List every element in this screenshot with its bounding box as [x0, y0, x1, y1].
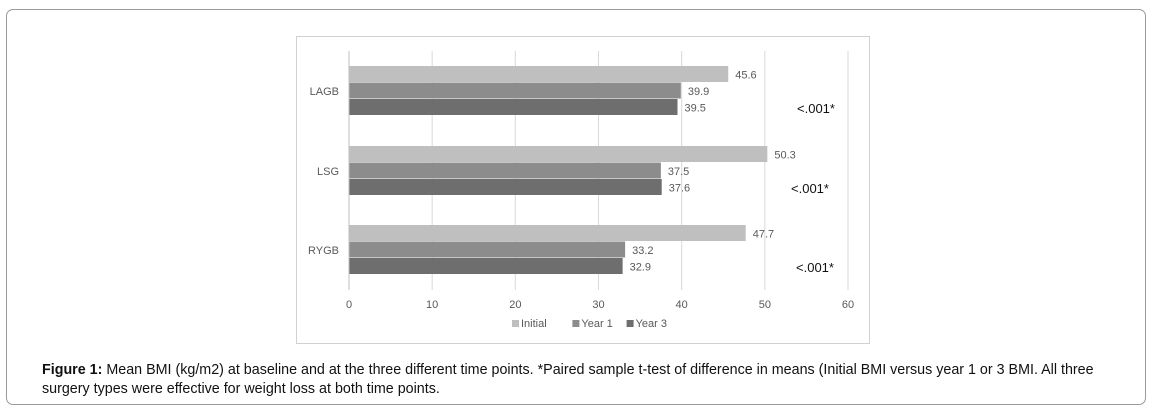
legend-label: Initial — [521, 318, 547, 330]
significance-annotation: <.001* — [797, 101, 835, 116]
data-label: 37.5 — [668, 166, 689, 178]
bar — [349, 241, 626, 258]
data-label: 47.7 — [753, 228, 774, 240]
x-tick-label: 50 — [759, 299, 771, 311]
caption-label: Figure 1: — [42, 362, 103, 378]
data-label: 32.9 — [630, 261, 651, 273]
x-tick-label: 30 — [592, 299, 604, 311]
data-label: 39.5 — [685, 102, 706, 114]
legend-swatch — [626, 320, 634, 327]
x-tick-label: 10 — [426, 299, 438, 311]
figure-caption: Figure 1: Mean BMI (kg/m2) at baseline a… — [42, 361, 1132, 399]
x-tick-label: 0 — [346, 299, 352, 311]
bar — [349, 82, 681, 99]
bar-chart: 45.6 39.9 39.5 LAGB <.001* 50.3 37.5 37.6 LSG <.0… — [308, 51, 854, 330]
data-label: 33.2 — [632, 245, 653, 257]
bar — [349, 179, 662, 195]
data-label: 45.6 — [735, 69, 756, 81]
significance-annotation: <.001* — [791, 181, 829, 196]
data-label: 39.9 — [688, 86, 709, 98]
figure-frame: 45.6 39.9 39.5 LAGB <.001* 50.3 37.5 37.6 LSG <.0… — [6, 9, 1146, 405]
x-tick-label: 20 — [509, 299, 521, 311]
bar — [349, 99, 678, 115]
significance-annotation: <.001* — [796, 260, 834, 275]
category-label: LAGB — [310, 86, 339, 98]
x-tick-label: 40 — [676, 299, 688, 311]
legend-label: Year 1 — [581, 318, 612, 330]
chart-box: 45.6 39.9 39.5 LAGB <.001* 50.3 37.5 37.6 LSG <.0… — [296, 36, 870, 344]
data-label: 37.6 — [669, 182, 690, 194]
category-label: LSG — [317, 166, 339, 178]
legend-label: Year 3 — [636, 318, 667, 330]
caption-text: Mean BMI (kg/m2) at baseline and at the … — [42, 362, 1094, 397]
bar — [349, 258, 623, 274]
bar — [349, 66, 729, 82]
legend-swatch — [512, 320, 519, 327]
bar — [349, 225, 746, 241]
legend-swatch — [572, 320, 580, 327]
x-tick-label: 60 — [842, 299, 854, 311]
bar — [349, 146, 768, 162]
data-label: 50.3 — [774, 149, 795, 161]
category-label: RYGB — [308, 245, 339, 257]
bar — [349, 162, 661, 179]
